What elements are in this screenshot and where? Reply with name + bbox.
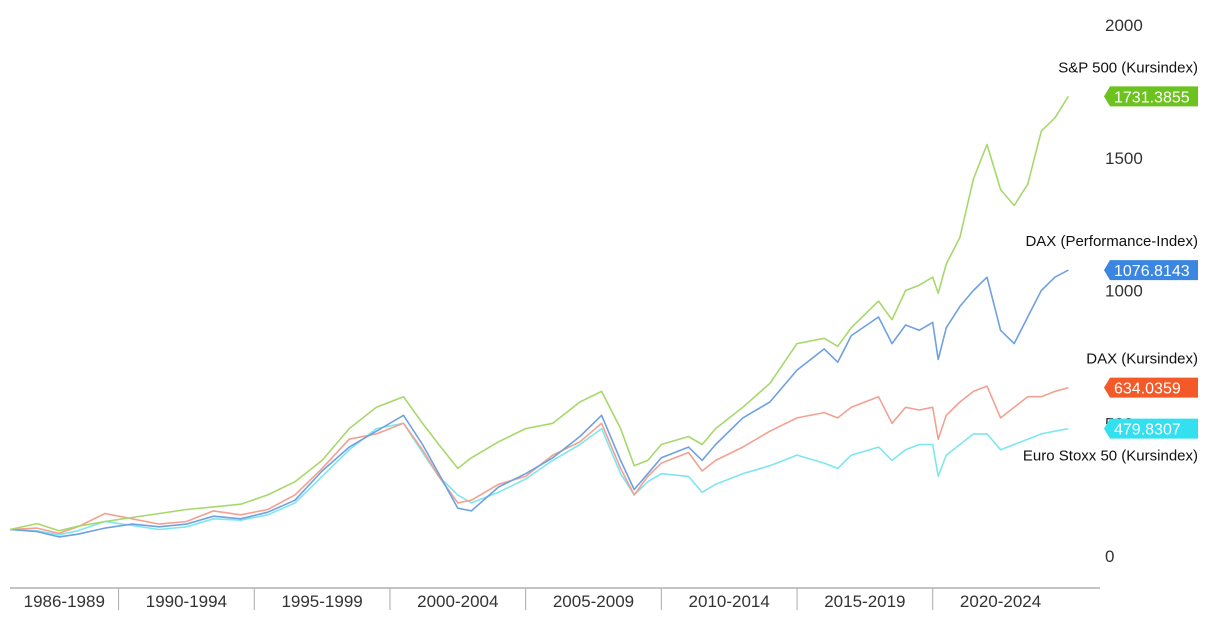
value-badge-dax-performance-index (1104, 260, 1198, 281)
series-lines (9, 95, 1070, 538)
value-badge-text: 1731.3855 (1114, 89, 1190, 106)
value-badge-text: 634.0359 (1114, 381, 1181, 398)
value-badge-text: 1076.8143 (1114, 263, 1190, 280)
value-badge-euro-stoxx-50-kursindex (1104, 418, 1198, 439)
value-badge-dax-kursindex (1104, 377, 1198, 398)
x-tick-label: 2020-2024 (960, 592, 1041, 611)
series-line-euro-stoxx-50-kursindex (9, 422, 1069, 536)
series-line-dax-kursindex (9, 385, 1069, 535)
x-tick-label: 2000-2004 (417, 592, 498, 611)
y-tick-label: 0 (1105, 547, 1114, 566)
value-badge-text: 479.8307 (1114, 422, 1181, 439)
y-tick-label: 1500 (1105, 149, 1143, 168)
x-tick-label: 2015-2019 (824, 592, 905, 611)
series-name-label: S&P 500 (Kursindex) (1058, 59, 1198, 76)
x-axis-separators (118, 588, 934, 610)
value-badge-s-p-500-kursindex (1104, 86, 1198, 107)
series-name-label: DAX (Kursindex) (1086, 351, 1198, 368)
x-tick-label: 2010-2014 (689, 592, 770, 611)
x-tick-label: 1990-1994 (146, 592, 227, 611)
x-tick-label: 1995-1999 (281, 592, 362, 611)
x-tick-label: 1986-1989 (24, 592, 105, 611)
x-axis-tick-labels: 1986-1989 1990-1994 1995-1999 2000-2004 2005… (24, 592, 1042, 611)
y-tick-label: 2000 (1105, 16, 1143, 35)
series-end-labels: 1731.3855 S&P 500 (Kursindex) 1076.8143 DAX… (1023, 59, 1198, 464)
series-name-label: Euro Stoxx 50 (Kursindex) (1023, 448, 1198, 465)
series-line-s-p-500-kursindex (9, 95, 1070, 532)
series-line-dax-performance-index (9, 269, 1069, 538)
x-tick-label: 2005-2009 (553, 592, 634, 611)
series-name-label: DAX (Performance-Index) (1025, 233, 1198, 250)
y-tick-label: 1000 (1105, 282, 1143, 301)
